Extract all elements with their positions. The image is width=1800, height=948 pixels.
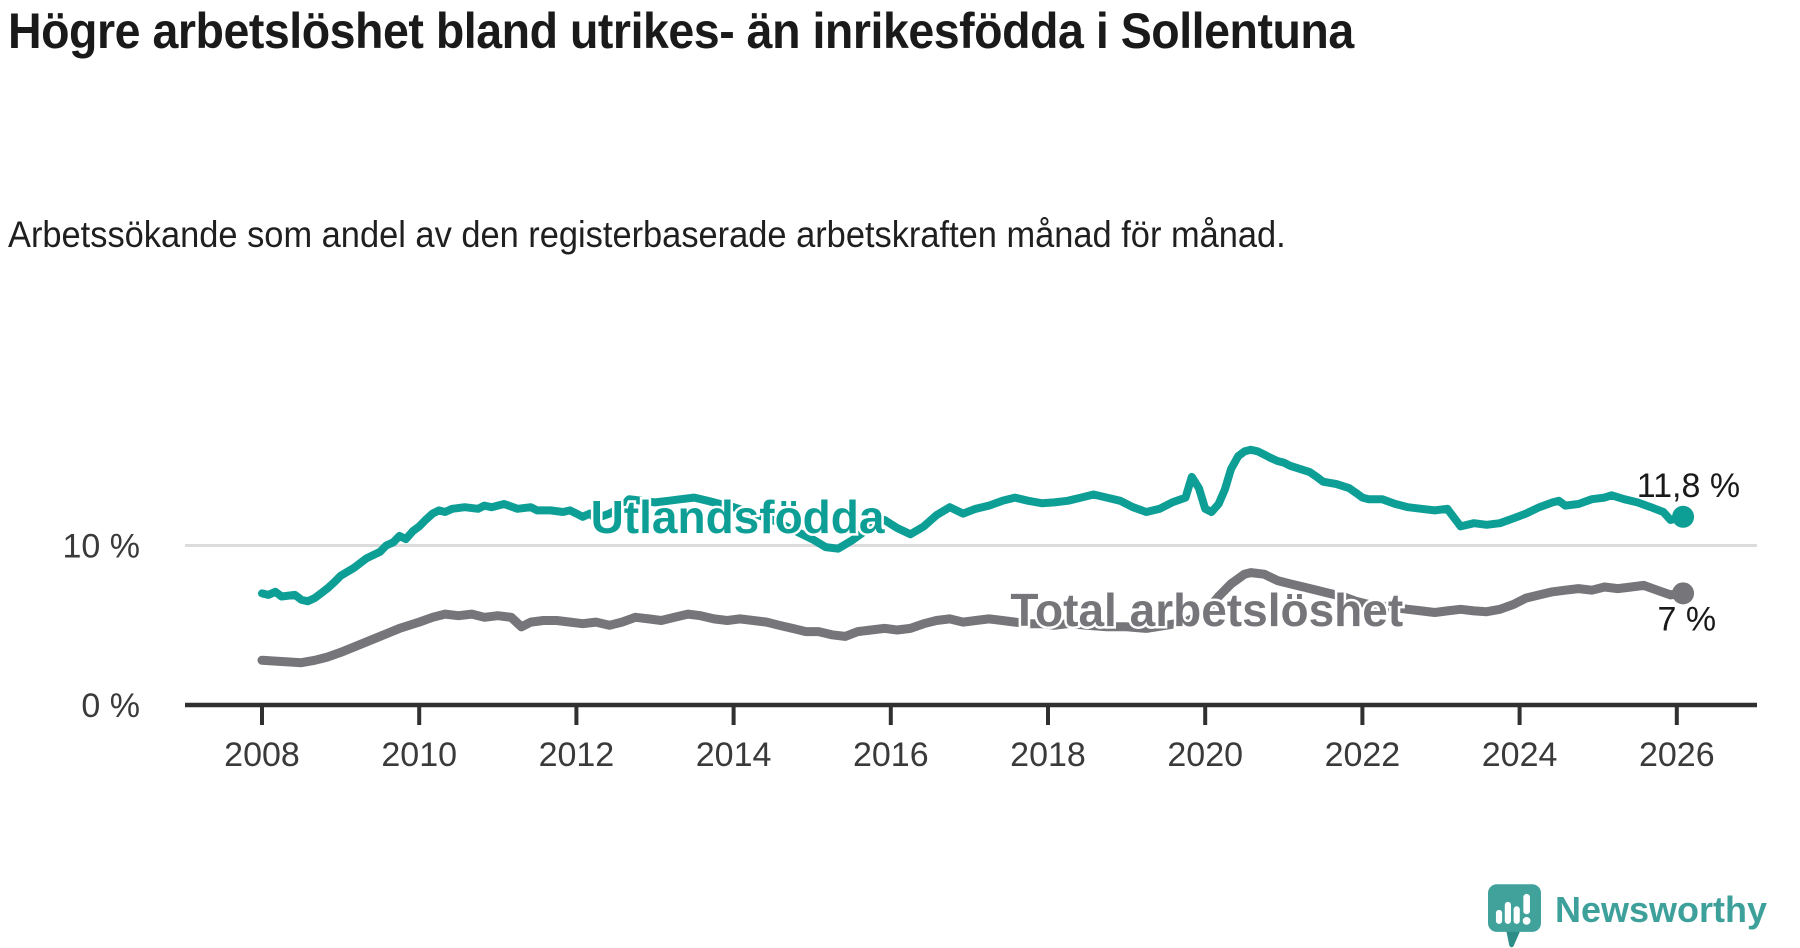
series-end-value-total: 7 % — [1657, 600, 1716, 638]
x-axis-tick-label: 2010 — [381, 736, 457, 774]
x-axis-tick-label: 2026 — [1639, 736, 1715, 774]
x-axis-tick-label: 2024 — [1482, 736, 1558, 774]
x-axis-tick-label: 2014 — [696, 736, 772, 774]
x-axis-tick-label: 2022 — [1325, 736, 1401, 774]
brand-footer: Newsworthy — [1488, 884, 1767, 948]
series-line-utlandsfodda — [258, 445, 1688, 606]
series-end-dot-utlandsfodda — [1672, 505, 1695, 528]
y-axis-label: 0 % — [81, 687, 140, 725]
newsworthy-logo-icon — [1488, 884, 1541, 948]
series-label-utlandsfodda: Utlandsfödda — [591, 491, 885, 543]
y-axis-label: 10 % — [63, 528, 141, 566]
x-axis-tick-label: 2020 — [1167, 736, 1243, 774]
chart-subtitle: Arbetssökande som andel av den registerb… — [8, 214, 1286, 255]
series-line-total — [257, 568, 1688, 668]
series-label-total: Total arbetslöshet — [1010, 584, 1403, 636]
x-axis-tick-label: 2018 — [1010, 736, 1086, 774]
x-axis-tick-label: 2012 — [539, 736, 615, 774]
series-end-dot-total — [1672, 582, 1695, 605]
x-axis-tick-label: 2016 — [853, 736, 929, 774]
brand-name: Newsworthy — [1555, 889, 1768, 930]
chart-title: Högre arbetslöshet bland utrikes- än inr… — [8, 3, 1354, 59]
x-axis-tick-label: 2008 — [224, 736, 300, 774]
series-end-value-utlandsfodda: 11,8 % — [1637, 467, 1740, 505]
